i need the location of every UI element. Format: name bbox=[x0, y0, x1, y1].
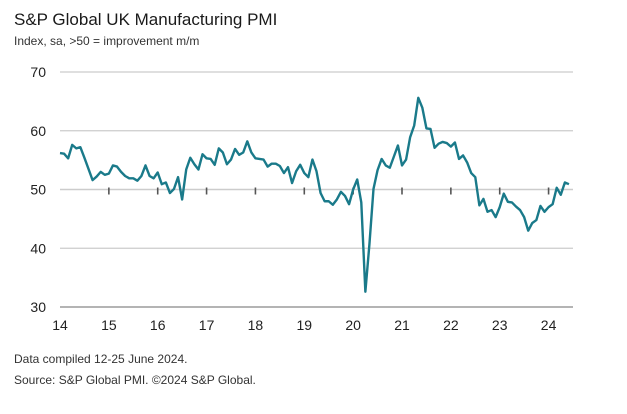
x-tick-label: 14 bbox=[52, 317, 68, 333]
y-axis-ticks: 30 40 50 60 70 bbox=[30, 64, 46, 315]
x-tick-label: 18 bbox=[248, 317, 264, 333]
y-tick-label: 40 bbox=[30, 240, 46, 256]
x-tick-label: 20 bbox=[345, 317, 361, 333]
x-tick-label: 22 bbox=[443, 317, 459, 333]
y-tick-label: 70 bbox=[30, 64, 46, 80]
chart-title: S&P Global UK Manufacturing PMI bbox=[14, 10, 278, 29]
x-axis-ticks: 14 15 16 17 18 19 20 21 22 23 24 bbox=[52, 187, 557, 333]
pmi-series-line bbox=[59, 96, 570, 293]
x-tick-label: 15 bbox=[101, 317, 117, 333]
x-tick-label: 24 bbox=[541, 317, 557, 333]
chart-subtitle: Index, sa, >50 = improvement m/m bbox=[14, 34, 200, 48]
x-tick-label: 23 bbox=[492, 317, 508, 333]
y-tick-label: 60 bbox=[30, 123, 46, 139]
x-tick-label: 17 bbox=[199, 317, 215, 333]
gridlines bbox=[60, 71, 573, 308]
x-tick-label: 19 bbox=[296, 317, 312, 333]
y-tick-label: 50 bbox=[30, 182, 46, 198]
x-tick-label: 21 bbox=[394, 317, 410, 333]
footer-note: Data compiled 12-25 June 2024. bbox=[14, 352, 188, 366]
y-tick-label: 30 bbox=[30, 299, 46, 315]
footer-source: Source: S&P Global PMI. ©2024 S&P Global… bbox=[14, 373, 256, 387]
x-tick-label: 16 bbox=[150, 317, 166, 333]
